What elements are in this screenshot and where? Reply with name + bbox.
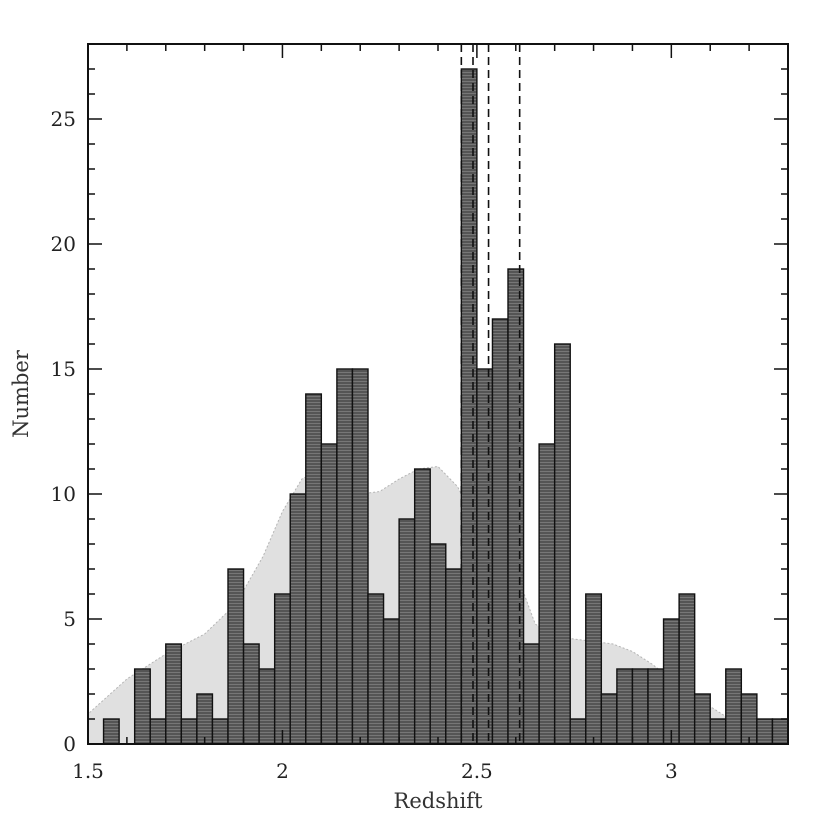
histogram-bar xyxy=(211,718,229,745)
histogram-bar xyxy=(382,618,400,745)
x-tick-label: 2 xyxy=(276,759,289,783)
histogram-bar xyxy=(771,718,789,745)
y-axis-title: Number xyxy=(9,349,33,438)
histogram-bar xyxy=(756,718,774,745)
histogram-bar xyxy=(740,693,758,745)
histogram-bar xyxy=(616,668,634,745)
histogram-bar xyxy=(491,318,509,745)
histogram-bar xyxy=(445,568,463,745)
histogram-bar xyxy=(476,368,494,745)
histogram-bar xyxy=(678,593,696,745)
axis-ticks xyxy=(87,43,789,745)
histogram-bar xyxy=(693,693,711,745)
x-tick-label: 2.5 xyxy=(461,759,493,783)
histogram-bar xyxy=(180,718,198,745)
histogram-bar xyxy=(585,593,603,745)
histogram-bars xyxy=(102,68,789,745)
tick-labels: 1.5 2 2.5 3 0 5 10 15 20 25 xyxy=(51,107,678,783)
y-tick-label: 15 xyxy=(51,357,76,381)
histogram-bar xyxy=(600,693,618,745)
histogram-bar xyxy=(289,493,307,745)
histogram-bar xyxy=(553,343,571,745)
histogram-bar xyxy=(429,543,447,745)
histogram-bar xyxy=(398,518,416,745)
y-tick-label: 20 xyxy=(51,232,76,256)
histogram-bar xyxy=(165,643,183,745)
y-tick-label: 5 xyxy=(63,607,76,631)
histogram-bar xyxy=(631,668,649,745)
x-axis-title: Redshift xyxy=(394,789,483,813)
histogram-bar xyxy=(242,643,260,745)
y-tick-label: 0 xyxy=(63,732,76,756)
histogram-bar xyxy=(336,368,354,745)
histogram-bar xyxy=(538,443,556,745)
histogram-bar xyxy=(413,468,431,745)
y-tick-label: 25 xyxy=(51,107,76,131)
histogram-bar xyxy=(273,593,291,745)
histogram-bar xyxy=(647,668,665,745)
histogram-bar xyxy=(662,618,680,745)
histogram-bar xyxy=(149,718,167,745)
histogram-bar xyxy=(305,393,323,745)
histogram-bar xyxy=(133,668,151,745)
y-tick-label: 10 xyxy=(51,482,76,506)
x-tick-label: 3 xyxy=(665,759,678,783)
histogram-bar xyxy=(709,718,727,745)
x-tick-label: 1.5 xyxy=(72,759,104,783)
histogram-bar xyxy=(725,668,743,745)
histogram-bar xyxy=(351,368,369,745)
histogram-bar xyxy=(522,643,540,745)
histogram-bar xyxy=(102,718,120,745)
histogram-bar xyxy=(227,568,245,745)
histogram-bar xyxy=(569,718,587,745)
histogram-bar xyxy=(367,593,385,745)
histogram-bar xyxy=(320,443,338,745)
histogram-bar xyxy=(460,68,478,745)
histogram-bar xyxy=(196,693,214,745)
histogram-bar xyxy=(258,668,276,745)
histogram-bar xyxy=(507,268,525,745)
